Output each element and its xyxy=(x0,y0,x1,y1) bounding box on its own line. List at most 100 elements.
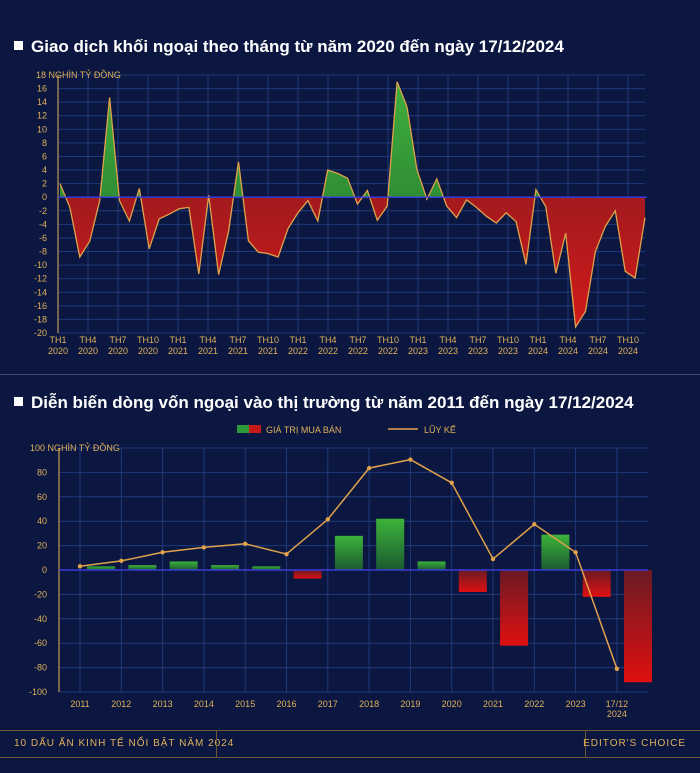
area-negative xyxy=(60,197,645,327)
x-tick-label: 2020 xyxy=(108,346,128,356)
x-tick-label: 2023 xyxy=(408,346,428,356)
y-tick-label: -100 xyxy=(29,687,47,697)
x-tick-label: 2023 xyxy=(438,346,458,356)
x-tick-label: 2016 xyxy=(276,699,296,709)
x-tick-label: 2021 xyxy=(198,346,218,356)
chart1-title-text: Giao dịch khối ngoại theo tháng từ năm 2… xyxy=(31,37,564,56)
x-tick-label: 2024 xyxy=(607,709,627,719)
x-tick-label: 2023 xyxy=(468,346,488,356)
chart2-title-text: Diễn biến dòng vốn ngoại vào thị trường … xyxy=(31,393,634,412)
y-tick-label: -80 xyxy=(34,663,47,673)
cumulative-point xyxy=(243,541,248,546)
y-tick-label: -16 xyxy=(34,301,47,311)
x-tick-label: TH10 xyxy=(377,335,399,345)
x-tick-label: TH7 xyxy=(229,335,246,345)
x-tick-label: 2012 xyxy=(111,699,131,709)
x-tick-label: 2024 xyxy=(528,346,548,356)
legend-swatch-positive xyxy=(237,425,249,433)
cumulative-line xyxy=(79,458,618,670)
y-tick-label: 40 xyxy=(37,516,47,526)
x-tick-label: TH10 xyxy=(257,335,279,345)
bar-positive xyxy=(376,518,405,570)
x-tick-label: TH7 xyxy=(349,335,366,345)
y-tick-label: -40 xyxy=(34,614,47,624)
cumulative-point xyxy=(325,517,330,522)
x-tick-label: TH7 xyxy=(469,335,486,345)
x-tick-label: TH10 xyxy=(617,335,639,345)
y-tick-label: 80 xyxy=(37,467,47,477)
bullet-square-icon xyxy=(14,397,23,406)
footer-separator xyxy=(216,731,217,757)
x-tick-label: TH1 xyxy=(289,335,306,345)
x-tick-label: 2021 xyxy=(228,346,248,356)
x-tick-label: 2021 xyxy=(258,346,278,356)
y-tick-label: 0 xyxy=(42,565,47,575)
x-tick-label: TH1 xyxy=(49,335,66,345)
chart1-monthly-area: 16 14 12 10 8 6 4 2 0 -2 -4 -6 -8 -10 -12 -14 -16 -18 -20 1… xyxy=(34,69,647,356)
footer-right-label: EDITOR'S CHOICE xyxy=(583,738,686,749)
bar-negative xyxy=(458,570,487,592)
y-tick-label: 10 xyxy=(37,124,47,134)
bar-positive xyxy=(128,565,157,570)
legend-swatch-negative xyxy=(249,425,261,433)
y-tick-label: 0 xyxy=(42,192,47,202)
x-tick-label: TH4 xyxy=(79,335,96,345)
y-tick-label: -20 xyxy=(34,589,47,599)
y-tick-label: 60 xyxy=(37,492,47,502)
cumulative-point xyxy=(449,480,454,485)
x-tick-label: 2022 xyxy=(348,346,368,356)
cumulative-point xyxy=(408,457,413,462)
x-tick-label: TH10 xyxy=(137,335,159,345)
y-tick-label: -60 xyxy=(34,638,47,648)
y-tick-label: -2 xyxy=(39,206,47,216)
bar-positive xyxy=(87,566,116,570)
x-tick-label: TH4 xyxy=(199,335,216,345)
y-tick-label: 20 xyxy=(37,541,47,551)
y-axis-unit-label: 18 NGHÌN TỶ ĐỒNG xyxy=(36,69,121,80)
x-tick-label: TH4 xyxy=(439,335,456,345)
x-tick-label: TH10 xyxy=(497,335,519,345)
x-tick-label: TH1 xyxy=(169,335,186,345)
x-tick-label: 2023 xyxy=(498,346,518,356)
x-tick-label: 2015 xyxy=(235,699,255,709)
x-tick-label: 2013 xyxy=(153,699,173,709)
cumulative-point xyxy=(119,558,124,564)
x-tick-label: 2020 xyxy=(138,346,158,356)
y-tick-label: 14 xyxy=(37,97,47,107)
chart1-title: Giao dịch khối ngoại theo tháng từ năm 2… xyxy=(14,37,564,57)
x-tick-label: 17/12 xyxy=(606,699,629,709)
cumulative-point xyxy=(77,564,83,569)
x-tick-label: 2021 xyxy=(168,346,188,356)
y-tick-label: 6 xyxy=(42,151,47,161)
bar-positive xyxy=(334,535,363,570)
bar-negative xyxy=(500,570,529,646)
y-axis-unit-label: 100 NGHÌN TỶ ĐỒNG xyxy=(30,442,120,453)
section-divider xyxy=(0,374,700,375)
bar-positive xyxy=(252,566,281,570)
legend-label-bars: GIÁ TRỊ MUA BÁN xyxy=(266,425,341,435)
x-tick-label: 2022 xyxy=(318,346,338,356)
x-tick-label: 2019 xyxy=(400,699,420,709)
bar-negative xyxy=(624,570,652,683)
x-tick-label: TH7 xyxy=(109,335,126,345)
cumulative-point xyxy=(573,550,578,555)
x-tick-label: 2022 xyxy=(288,346,308,356)
x-tick-label: 2024 xyxy=(588,346,608,356)
y-tick-label: 2 xyxy=(42,179,47,189)
x-tick-label: 2020 xyxy=(48,346,68,356)
footer-separator xyxy=(585,731,586,757)
y-tick-label: -14 xyxy=(34,287,47,297)
y-tick-label: 16 xyxy=(37,84,47,94)
area-positive xyxy=(60,81,541,198)
y-tick-label: 4 xyxy=(42,165,47,175)
y-tick-label: -20 xyxy=(34,328,47,338)
bar-positive xyxy=(211,565,239,570)
y-tick-label: -8 xyxy=(39,247,47,257)
x-tick-label: 2018 xyxy=(359,699,379,709)
chart2-title: Diễn biến dòng vốn ngoại vào thị trường … xyxy=(14,393,634,413)
y-tick-label: -4 xyxy=(39,219,47,229)
cumulative-point xyxy=(201,545,207,550)
cumulative-point xyxy=(532,522,537,527)
chart2-legend: GIÁ TRỊ MUA BÁN LŨY KẾ xyxy=(237,425,456,435)
x-tick-label: 2011 xyxy=(70,699,89,709)
